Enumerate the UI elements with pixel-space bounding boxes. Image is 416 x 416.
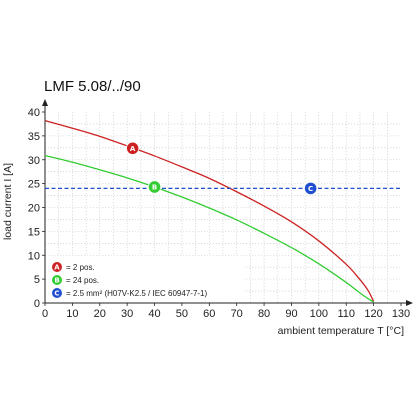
legend-marker-a (52, 262, 62, 272)
x-tick-label: 110 (337, 308, 355, 320)
legend-marker-letter: B (54, 276, 59, 284)
series-marker-letter: A (130, 145, 136, 153)
x-tick-label: 50 (176, 308, 188, 320)
series-marker-c (304, 181, 318, 195)
legend-label: = 2 pos. (66, 263, 95, 272)
x-tick-label: 100 (310, 308, 328, 320)
y-tick-label: 40 (28, 107, 40, 119)
y-tick-label: 20 (28, 203, 40, 215)
x-tick-label: 40 (148, 308, 160, 320)
series-marker-a (126, 141, 140, 155)
legend-marker-b (52, 275, 62, 285)
y-tick-label: 5 (34, 274, 40, 286)
series-line-a (44, 119, 375, 302)
series-line-b (44, 154, 374, 303)
x-tick-label: 20 (94, 308, 106, 320)
y-tick-label: 0 (34, 298, 40, 310)
x-tick-label: 80 (258, 308, 270, 320)
series-lines (44, 119, 401, 303)
legend-marker-letter: C (54, 289, 59, 297)
x-tick-label: 90 (285, 308, 297, 320)
y-axis-label: load current I [A] (2, 163, 14, 240)
legend: A = 2 pos. B = 24 pos. C = 2.5 mm² (H07V-K2.5… (48, 256, 244, 302)
x-tick-label: 70 (231, 308, 243, 320)
y-tick-label: 30 (28, 155, 40, 167)
x-tick-label: 30 (121, 308, 133, 320)
legend-label: = 24 pos. (66, 276, 99, 285)
y-axis-arrow (42, 99, 48, 106)
chart-title: LMF 5.08/../90 (44, 78, 141, 95)
x-axis-arrow (406, 300, 413, 306)
x-tick-label: 10 (66, 308, 78, 320)
series-markers: A B C (126, 141, 318, 195)
x-tick-label: 130 (392, 308, 410, 320)
y-tick-label: 10 (28, 250, 40, 262)
legend-marker-letter: A (54, 263, 60, 271)
legend-background (48, 256, 244, 302)
y-tick-label: 25 (28, 179, 40, 191)
x-tick-label: 60 (203, 308, 215, 320)
axes (42, 99, 413, 306)
y-tick-label: 15 (28, 226, 40, 238)
x-tick-label: 0 (42, 308, 48, 320)
legend-label: = 2.5 mm² (H07V-K2.5 / IEC 60947-7-1) (66, 289, 208, 298)
series-marker-letter: B (152, 183, 157, 191)
x-tick-label: 120 (364, 308, 382, 320)
y-tick-label: 35 (28, 131, 40, 143)
legend-marker-c (52, 288, 62, 298)
x-axis-label: ambient temperature T [°C] (278, 325, 404, 337)
series-marker-b (147, 180, 162, 194)
series-marker-letter: C (308, 185, 313, 193)
tick-labels: 0 10 20 30 40 50 60 70 80 90 100 110 120 130 0 5 10 15 20 2… (28, 107, 410, 320)
